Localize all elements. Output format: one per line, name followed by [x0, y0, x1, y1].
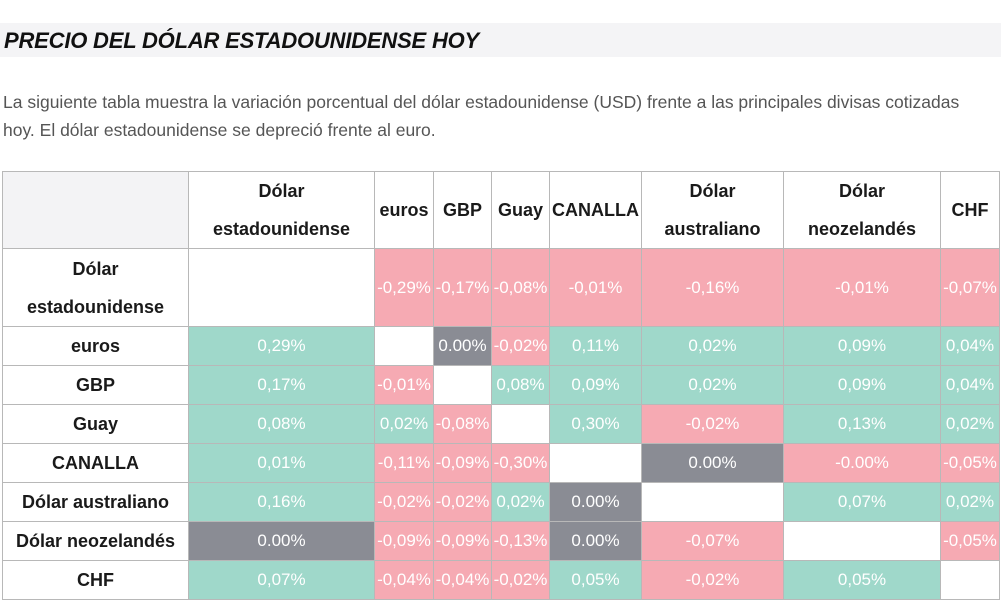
rate-cell-chf-aud: -0,02%: [641, 560, 784, 600]
rate-cell-chf-chf: [940, 560, 1000, 600]
rate-cell-eur-eur: [374, 326, 434, 366]
rate-cell-aud-jpy: 0,02%: [491, 482, 550, 522]
rate-cell-usd-gbp: -0,17%: [433, 248, 492, 327]
rate-cell-usd-chf: -0,07%: [940, 248, 1000, 327]
rate-cell-jpy-jpy: [491, 404, 550, 444]
rate-cell-eur-cad: 0,11%: [549, 326, 642, 366]
column-header-gbp: GBP: [433, 171, 492, 249]
rate-cell-aud-gbp: -0,02%: [433, 482, 492, 522]
rate-cell-usd-nzd: -0,01%: [783, 248, 941, 327]
rate-cell-gbp-chf: 0,04%: [940, 365, 1000, 405]
rate-cell-jpy-cad: 0,30%: [549, 404, 642, 444]
rate-cell-aud-nzd: 0,07%: [783, 482, 941, 522]
row-header-aud: Dólar australiano: [2, 482, 189, 522]
rate-cell-eur-aud: 0,02%: [641, 326, 784, 366]
table-row-usd: Dólar estadounidense -0,29% -0,17% -0,08% -0…: [2, 248, 1000, 327]
table-row-cad: CANALLA 0,01% -0,11% -0,09% -0,30% 0.00% -0.00…: [2, 443, 1000, 483]
column-header-chf: CHF: [940, 171, 1000, 249]
page-heading: PRECIO DEL DÓLAR ESTADOUNIDENSE HOY: [4, 28, 480, 53]
rate-cell-usd-usd: [188, 248, 375, 327]
column-header-cad: CANALLA: [549, 171, 642, 249]
rate-cell-jpy-gbp: -0,08%: [433, 404, 492, 444]
rate-cell-nzd-usd: 0.00%: [188, 521, 375, 561]
column-header-usd: Dólar estadounidense: [188, 171, 375, 249]
rate-cell-cad-eur: -0,11%: [374, 443, 434, 483]
rate-cell-gbp-cad: 0,09%: [549, 365, 642, 405]
rate-cell-aud-usd: 0,16%: [188, 482, 375, 522]
rate-cell-cad-usd: 0,01%: [188, 443, 375, 483]
rate-cell-jpy-chf: 0,02%: [940, 404, 1000, 444]
rate-cell-eur-jpy: -0,02%: [491, 326, 550, 366]
table-header: Dólar estadounidense euros GBP Guay CANA…: [2, 171, 1000, 249]
column-header-nzd: Dólar neozelandés: [783, 171, 941, 249]
currency-rates-table: Dólar estadounidense euros GBP Guay CANA…: [2, 171, 1000, 600]
rate-cell-gbp-nzd: 0,09%: [783, 365, 941, 405]
rate-cell-aud-chf: 0,02%: [940, 482, 1000, 522]
rate-cell-eur-gbp: 0.00%: [433, 326, 492, 366]
rate-cell-aud-eur: -0,02%: [374, 482, 434, 522]
rate-cell-usd-jpy: -0,08%: [491, 248, 550, 327]
intro-paragraph: La siguiente tabla muestra la variación …: [3, 92, 960, 140]
rate-cell-usd-aud: -0,16%: [641, 248, 784, 327]
rate-cell-chf-gbp: -0,04%: [433, 560, 492, 600]
row-header-gbp: GBP: [2, 365, 189, 405]
rate-cell-eur-chf: 0,04%: [940, 326, 1000, 366]
rate-cell-aud-aud: [641, 482, 784, 522]
rate-cell-gbp-eur: -0,01%: [374, 365, 434, 405]
rate-cell-gbp-gbp: [433, 365, 492, 405]
rate-cell-cad-jpy: -0,30%: [491, 443, 550, 483]
rate-cell-usd-cad: -0,01%: [549, 248, 642, 327]
rate-cell-cad-cad: [549, 443, 642, 483]
column-header-jpy: Guay: [491, 171, 550, 249]
rate-cell-eur-nzd: 0,09%: [783, 326, 941, 366]
heading-bar: [0, 23, 1001, 57]
rate-cell-nzd-jpy: -0,13%: [491, 521, 550, 561]
table-row-jpy: Guay 0,08% 0,02% -0,08% 0,30% -0,02% 0,13% 0,02…: [2, 404, 1000, 444]
table-row-aud: Dólar australiano 0,16% -0,02% -0,02% 0,02% 0…: [2, 482, 1000, 522]
column-header-eur: euros: [374, 171, 434, 249]
rate-cell-nzd-nzd: [783, 521, 941, 561]
rate-cell-chf-eur: -0,04%: [374, 560, 434, 600]
rate-cell-usd-eur: -0,29%: [374, 248, 434, 327]
row-header-jpy: Guay: [2, 404, 189, 444]
rate-cell-jpy-nzd: 0,13%: [783, 404, 941, 444]
rate-cell-cad-gbp: -0,09%: [433, 443, 492, 483]
row-header-cad: CANALLA: [2, 443, 189, 483]
corner-cell: [2, 171, 189, 249]
table-row-nzd: Dólar neozelandés 0.00% -0,09% -0,09% -0,13%…: [2, 521, 1000, 561]
row-header-eur: euros: [2, 326, 189, 366]
table-body: Dólar estadounidense -0,29% -0,17% -0,08% -0…: [2, 248, 1000, 600]
rate-cell-nzd-eur: -0,09%: [374, 521, 434, 561]
rate-cell-jpy-usd: 0,08%: [188, 404, 375, 444]
table-row-eur: euros 0,29% 0.00% -0,02% 0,11% 0,02% 0,09% 0,04…: [2, 326, 1000, 366]
rate-cell-gbp-usd: 0,17%: [188, 365, 375, 405]
rate-cell-jpy-eur: 0,02%: [374, 404, 434, 444]
rate-cell-eur-usd: 0,29%: [188, 326, 375, 366]
row-header-usd: Dólar estadounidense: [2, 248, 189, 327]
rate-cell-nzd-cad: 0.00%: [549, 521, 642, 561]
table-row-gbp: GBP 0,17% -0,01% 0,08% 0,09% 0,02% 0,09% 0,04%: [2, 365, 1000, 405]
rate-cell-jpy-aud: -0,02%: [641, 404, 784, 444]
row-header-nzd: Dólar neozelandés: [2, 521, 189, 561]
table-row-chf: CHF 0,07% -0,04% -0,04% -0,02% 0,05% -0,02% 0,0…: [2, 560, 1000, 600]
rate-cell-chf-jpy: -0,02%: [491, 560, 550, 600]
rate-cell-nzd-gbp: -0,09%: [433, 521, 492, 561]
row-header-chf: CHF: [2, 560, 189, 600]
header-row: Dólar estadounidense euros GBP Guay CANA…: [2, 171, 1000, 249]
rate-cell-chf-cad: 0,05%: [549, 560, 642, 600]
rate-cell-nzd-chf: -0,05%: [940, 521, 1000, 561]
rate-cell-chf-nzd: 0,05%: [783, 560, 941, 600]
rate-cell-cad-chf: -0,05%: [940, 443, 1000, 483]
rate-cell-cad-nzd: -0.00%: [783, 443, 941, 483]
rate-cell-chf-usd: 0,07%: [188, 560, 375, 600]
rate-cell-gbp-jpy: 0,08%: [491, 365, 550, 405]
rate-cell-cad-aud: 0.00%: [641, 443, 784, 483]
rate-cell-nzd-aud: -0,07%: [641, 521, 784, 561]
rate-cell-gbp-aud: 0,02%: [641, 365, 784, 405]
rate-cell-aud-cad: 0.00%: [549, 482, 642, 522]
column-header-aud: Dólar australiano: [641, 171, 784, 249]
